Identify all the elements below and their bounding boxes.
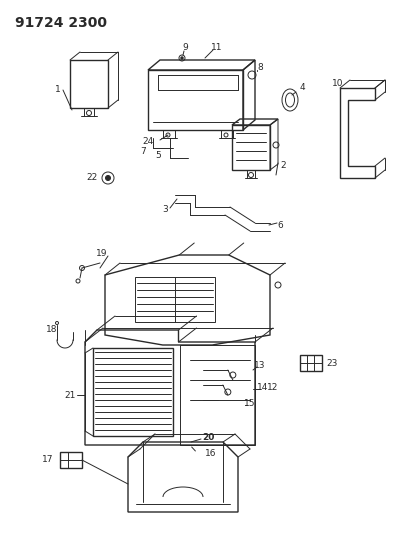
Text: 16: 16 (204, 448, 216, 457)
Circle shape (106, 175, 110, 181)
Text: 5: 5 (155, 151, 161, 160)
Text: 17: 17 (42, 456, 54, 464)
Text: 18: 18 (46, 326, 58, 335)
Text: 12: 12 (267, 383, 279, 392)
Text: 19: 19 (96, 248, 108, 257)
Text: 13: 13 (254, 360, 266, 369)
Text: 6: 6 (277, 221, 283, 230)
Text: 1: 1 (55, 85, 61, 94)
Bar (135, 277, 215, 322)
Text: 9: 9 (182, 44, 188, 52)
Text: 15: 15 (244, 399, 256, 408)
Text: 11: 11 (211, 43, 223, 52)
Bar (60, 452, 82, 468)
Text: 3: 3 (162, 206, 168, 214)
Circle shape (181, 57, 183, 59)
Bar (300, 355, 322, 371)
Text: 22: 22 (86, 174, 98, 182)
Text: 24: 24 (142, 138, 154, 147)
Text: 20: 20 (202, 432, 214, 441)
Text: 91724 2300: 91724 2300 (15, 16, 107, 30)
Text: 10: 10 (332, 79, 344, 88)
Text: 8: 8 (257, 62, 263, 71)
Text: 2: 2 (280, 160, 286, 169)
Text: 14: 14 (257, 383, 269, 392)
Text: 4: 4 (299, 84, 305, 93)
Text: 21: 21 (64, 391, 76, 400)
Text: 7: 7 (140, 148, 146, 157)
Text: 23: 23 (326, 359, 338, 367)
Bar (180, 345, 255, 445)
